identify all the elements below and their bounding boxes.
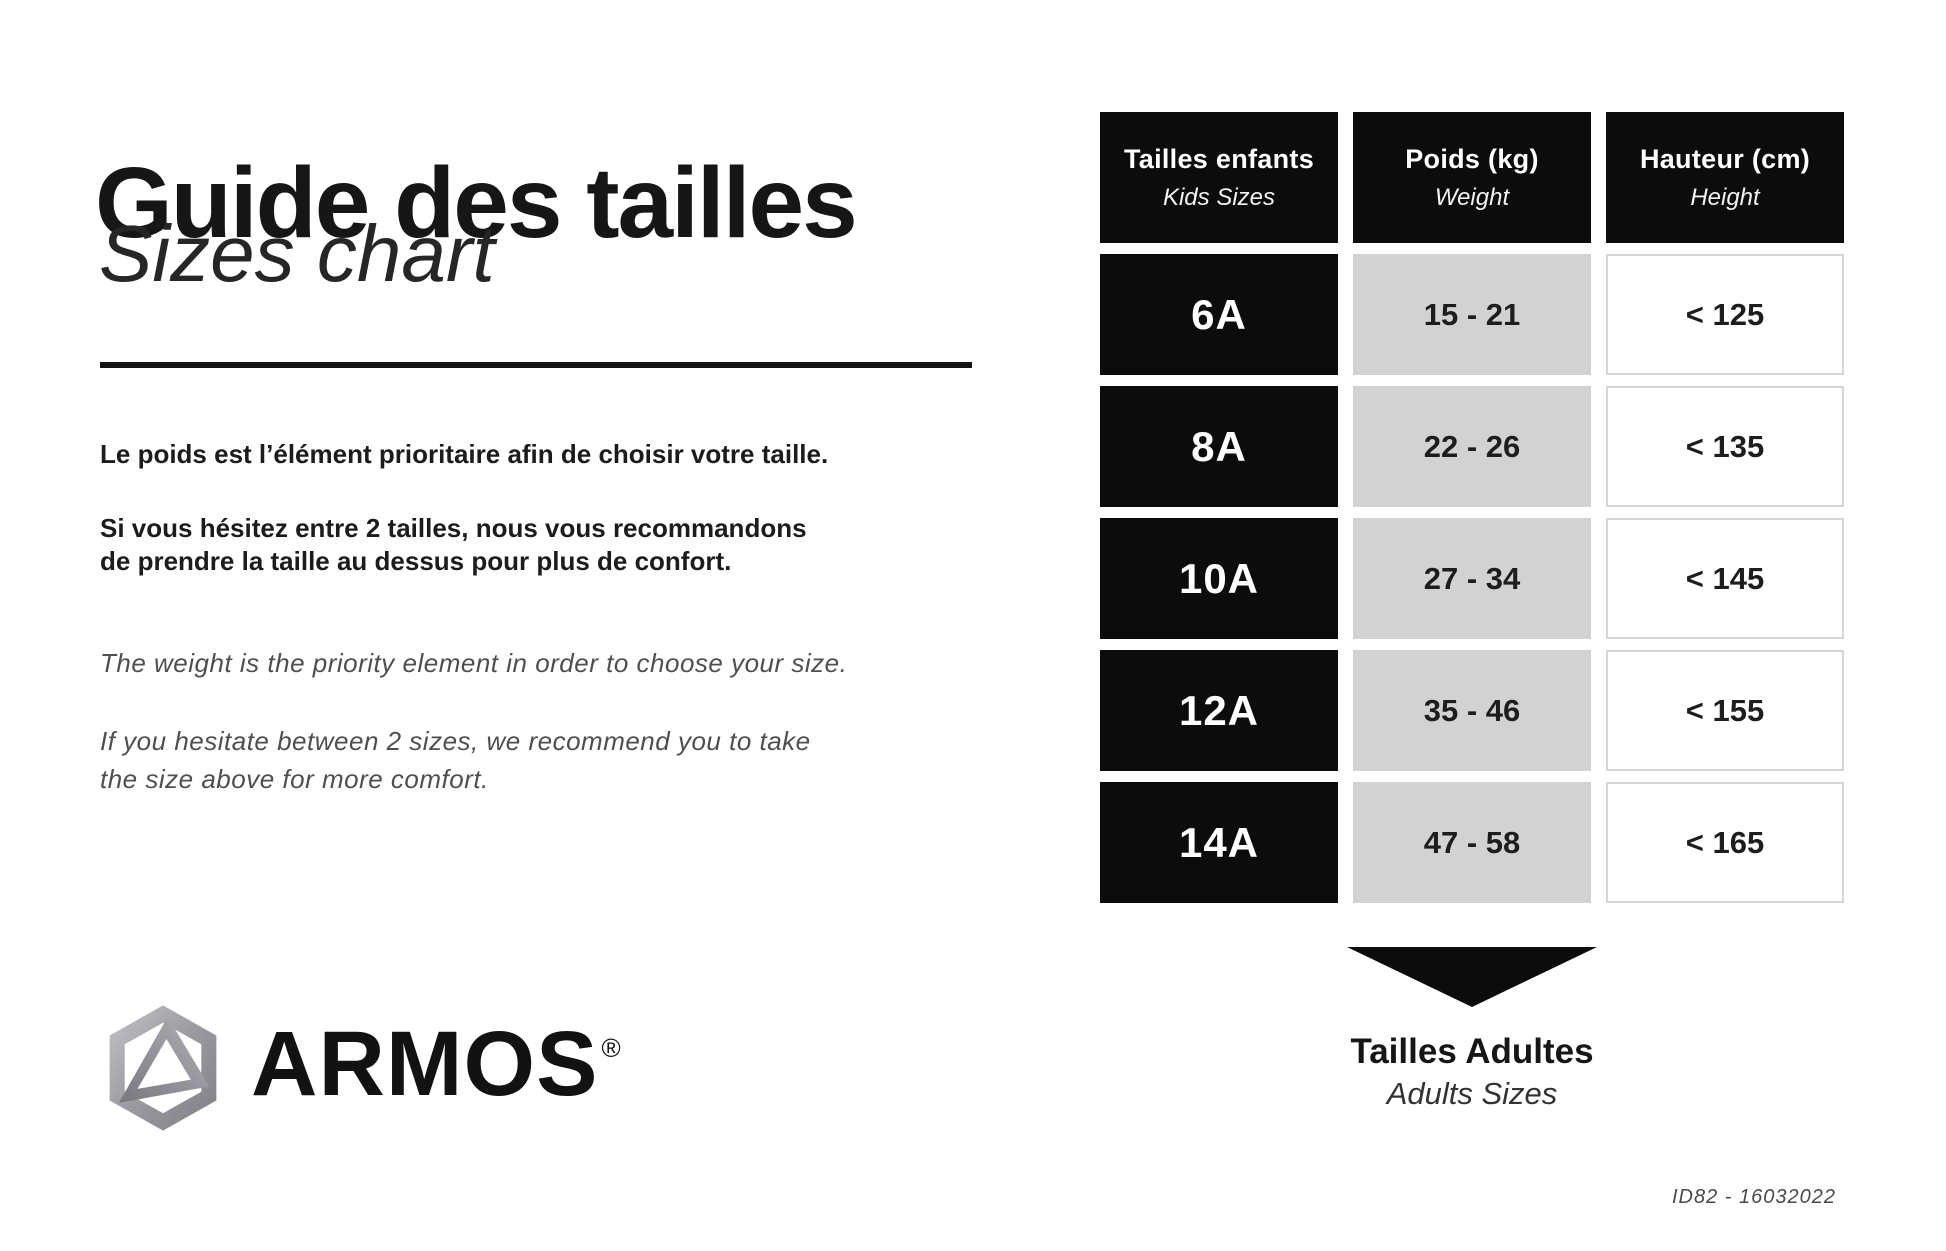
- header-en-label: Kids Sizes: [1162, 183, 1276, 211]
- page-title: Guide des tailles: [95, 147, 858, 259]
- adults-sizes-label-fr: Tailles Adultes: [1350, 1032, 1594, 1071]
- height-cell-12a: < 155: [1606, 650, 1844, 771]
- brand-wordmark: ARMOS ®: [251, 1018, 622, 1110]
- size-cell-8a: 8A: [1100, 386, 1338, 507]
- weight-cell-6a: 15 - 21: [1353, 254, 1591, 375]
- height-cell-14a: < 165: [1606, 782, 1844, 903]
- intro-en-2-line-1: If you hesitate between 2 sizes, we reco…: [100, 726, 811, 756]
- size-cell-14a: 14A: [1100, 782, 1338, 903]
- intro-paragraph-en-2: If you hesitate between 2 sizes, we reco…: [100, 723, 811, 798]
- intro-paragraph-fr-2: Si vous hésitez entre 2 tailles, nous vo…: [100, 512, 807, 579]
- header-fr-label: Tailles enfants: [1123, 143, 1315, 174]
- table-header-height: Hauteur (cm) Height: [1606, 112, 1844, 243]
- intro-paragraph-fr-1: Le poids est l’élément prioritaire afin …: [100, 439, 829, 469]
- registered-trademark-symbol: ®: [601, 1033, 622, 1064]
- header-en-label: Height: [1690, 183, 1760, 211]
- intro-fr-2-line-2: de prendre la taille au dessus pour plus…: [100, 546, 732, 577]
- adults-sizes-label-en: Adults Sizes: [1386, 1076, 1558, 1111]
- intro-fr-2-line-1: Si vous hésitez entre 2 tailles, nous vo…: [100, 513, 807, 543]
- document-reference: ID82 - 16032022: [1671, 1186, 1836, 1208]
- weight-cell-14a: 47 - 58: [1353, 782, 1591, 903]
- size-cell-12a: 12A: [1100, 650, 1338, 771]
- table-header-kids-sizes: Tailles enfants Kids Sizes: [1100, 112, 1338, 243]
- table-header-weight: Poids (kg) Weight: [1353, 112, 1591, 243]
- height-cell-6a: < 125: [1606, 254, 1844, 375]
- height-cell-10a: < 145: [1606, 518, 1844, 639]
- size-cell-10a: 10A: [1100, 518, 1338, 639]
- weight-cell-8a: 22 - 26: [1353, 386, 1591, 507]
- weight-cell-10a: 27 - 34: [1353, 518, 1591, 639]
- hexagon-triangle-logo-icon: [105, 1003, 221, 1133]
- sizes-table: Tailles enfants Kids Sizes Poids (kg) We…: [1100, 112, 1844, 903]
- header-fr-label: Hauteur (cm): [1639, 143, 1811, 174]
- title-divider: [100, 362, 972, 368]
- intro-paragraph-en-1: The weight is the priority element in or…: [100, 648, 848, 678]
- header-en-label: Weight: [1434, 183, 1510, 211]
- page-subtitle: Sizes chart: [99, 209, 495, 298]
- intro-en-2-line-2: the size above for more comfort.: [100, 763, 489, 794]
- size-cell-6a: 6A: [1100, 254, 1338, 375]
- arrow-down-icon: [1347, 947, 1597, 1007]
- header-fr-label: Poids (kg): [1405, 143, 1539, 174]
- height-cell-8a: < 135: [1606, 386, 1844, 507]
- brand-wordmark-text: ARMOS: [251, 1013, 599, 1115]
- brand-logo: ARMOS ®: [105, 1003, 622, 1133]
- weight-cell-12a: 35 - 46: [1353, 650, 1591, 771]
